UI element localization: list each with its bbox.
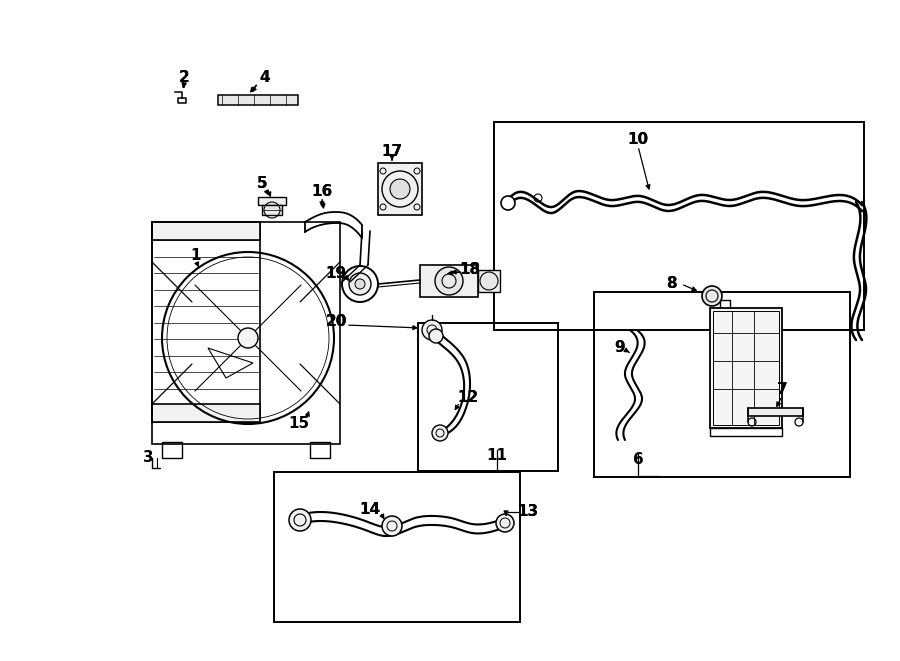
Bar (262, 205, 282, 215)
Text: 20: 20 (325, 315, 346, 329)
Text: 5: 5 (256, 176, 267, 190)
Circle shape (435, 267, 463, 295)
Text: 12: 12 (457, 391, 479, 405)
Circle shape (355, 279, 365, 289)
Bar (152, 222, 260, 240)
Circle shape (382, 516, 402, 536)
Circle shape (422, 320, 442, 340)
Text: 19: 19 (326, 266, 346, 282)
Text: 13: 13 (518, 504, 538, 520)
Bar (478, 270, 500, 292)
Text: 20: 20 (325, 315, 346, 329)
Text: 7: 7 (777, 383, 788, 397)
Bar (258, 197, 286, 205)
Bar (162, 442, 182, 458)
Bar (152, 222, 340, 444)
Text: 14: 14 (359, 502, 381, 518)
Circle shape (496, 514, 514, 532)
Text: 17: 17 (382, 145, 402, 159)
Bar (594, 292, 850, 477)
Text: 16: 16 (311, 184, 333, 200)
Circle shape (432, 425, 448, 441)
Text: 15: 15 (288, 416, 310, 430)
Text: 13: 13 (518, 504, 538, 520)
Text: 17: 17 (382, 145, 402, 159)
Text: 11: 11 (487, 447, 508, 463)
Text: 4: 4 (260, 71, 270, 85)
Bar (710, 428, 782, 436)
Bar (218, 95, 298, 105)
Bar (748, 408, 803, 416)
Bar (152, 404, 260, 422)
Text: 8: 8 (666, 276, 676, 292)
Bar (274, 472, 520, 622)
Bar (420, 265, 478, 297)
Bar (494, 122, 864, 330)
Text: 4: 4 (260, 71, 270, 85)
Bar (310, 442, 330, 458)
Circle shape (349, 273, 371, 295)
Text: 7: 7 (777, 383, 788, 397)
Bar (152, 222, 260, 422)
Circle shape (289, 509, 311, 531)
Text: 10: 10 (627, 132, 649, 147)
Circle shape (480, 272, 498, 290)
Circle shape (429, 329, 443, 343)
Circle shape (390, 179, 410, 199)
Text: 14: 14 (359, 502, 381, 518)
Text: 9: 9 (615, 340, 626, 356)
Bar (378, 163, 422, 215)
Bar (710, 308, 782, 428)
Text: 10: 10 (627, 132, 649, 147)
Text: 16: 16 (311, 184, 333, 200)
Circle shape (702, 286, 722, 306)
Text: 18: 18 (459, 262, 481, 278)
Text: 5: 5 (256, 176, 267, 190)
Text: 1: 1 (191, 247, 202, 262)
Circle shape (501, 196, 515, 210)
Text: 20: 20 (325, 315, 346, 329)
Text: 2: 2 (178, 71, 189, 85)
Text: 18: 18 (459, 262, 481, 278)
Circle shape (238, 328, 258, 348)
Bar (713, 311, 779, 425)
Text: 9: 9 (615, 340, 626, 356)
Bar (418, 323, 558, 471)
Text: 6: 6 (633, 453, 643, 467)
Text: 19: 19 (326, 266, 346, 282)
Text: 8: 8 (666, 276, 676, 292)
Text: 2: 2 (178, 71, 189, 85)
Text: 3: 3 (143, 451, 153, 465)
Text: 12: 12 (457, 391, 479, 405)
